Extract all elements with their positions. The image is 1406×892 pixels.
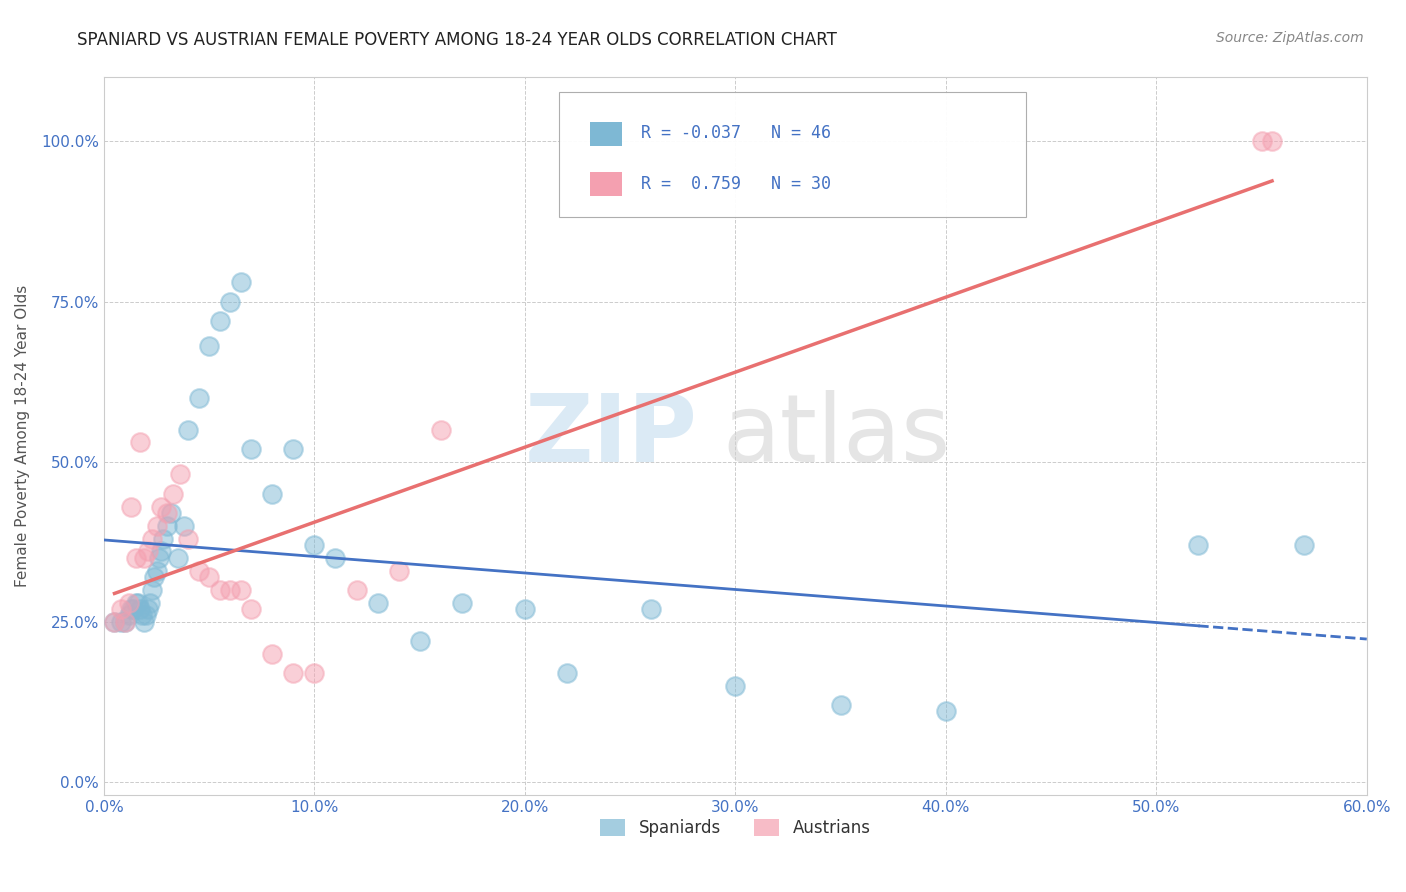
Point <box>118 608 141 623</box>
Point <box>429 423 451 437</box>
Point <box>229 582 252 597</box>
Point <box>219 582 242 597</box>
Point <box>262 486 284 500</box>
Point <box>219 294 242 309</box>
Point <box>148 550 170 565</box>
Point <box>162 486 184 500</box>
Text: ZIP: ZIP <box>524 390 697 482</box>
Point <box>198 570 221 584</box>
Point <box>325 550 347 565</box>
Point <box>1292 538 1315 552</box>
Point <box>103 615 125 629</box>
Point <box>135 608 157 623</box>
Legend: Spaniards, Austrians: Spaniards, Austrians <box>593 813 877 844</box>
Point <box>450 596 472 610</box>
Point <box>110 602 132 616</box>
Point <box>128 602 150 616</box>
Point <box>240 602 263 616</box>
Point <box>283 666 305 681</box>
Point <box>166 550 188 565</box>
Point <box>124 596 146 610</box>
Y-axis label: Female Poverty Among 18-24 Year Olds: Female Poverty Among 18-24 Year Olds <box>15 285 30 587</box>
Point <box>114 615 136 629</box>
Point <box>141 582 163 597</box>
Point <box>173 518 195 533</box>
Point <box>724 679 747 693</box>
Point <box>830 698 852 712</box>
Point <box>408 634 430 648</box>
FancyBboxPatch shape <box>591 172 621 195</box>
Point <box>208 582 231 597</box>
Point <box>136 602 159 616</box>
Point <box>110 615 132 629</box>
Point <box>145 564 167 578</box>
Point <box>229 276 252 290</box>
Point <box>208 314 231 328</box>
Point <box>103 615 125 629</box>
Point <box>120 500 142 514</box>
Point <box>240 442 263 456</box>
Point <box>122 602 145 616</box>
FancyBboxPatch shape <box>591 122 621 145</box>
Point <box>169 467 191 482</box>
Point <box>177 423 200 437</box>
Point <box>640 602 662 616</box>
Point <box>136 544 159 558</box>
Point <box>304 666 326 681</box>
Point <box>1250 135 1272 149</box>
Text: R =  0.759   N = 30: R = 0.759 N = 30 <box>641 175 831 193</box>
Text: SPANIARD VS AUSTRIAN FEMALE POVERTY AMONG 18-24 YEAR OLDS CORRELATION CHART: SPANIARD VS AUSTRIAN FEMALE POVERTY AMON… <box>77 31 837 49</box>
Point <box>152 532 174 546</box>
Text: atlas: atlas <box>723 390 950 482</box>
Text: Source: ZipAtlas.com: Source: ZipAtlas.com <box>1216 31 1364 45</box>
Point <box>388 564 411 578</box>
Point <box>177 532 200 546</box>
Point <box>935 705 957 719</box>
Point <box>132 615 155 629</box>
Point <box>1187 538 1209 552</box>
Point <box>198 339 221 353</box>
Point <box>367 596 389 610</box>
Point <box>346 582 368 597</box>
Point <box>149 500 172 514</box>
Point <box>124 550 146 565</box>
Point <box>283 442 305 456</box>
Point <box>1261 135 1284 149</box>
Point <box>160 506 183 520</box>
Point <box>262 647 284 661</box>
Point <box>187 564 209 578</box>
Point <box>141 532 163 546</box>
Point <box>128 435 150 450</box>
Point <box>114 615 136 629</box>
Point <box>131 608 153 623</box>
Point <box>156 506 179 520</box>
Point <box>143 570 166 584</box>
Point <box>132 550 155 565</box>
Point <box>145 518 167 533</box>
Point <box>156 518 179 533</box>
Point <box>304 538 326 552</box>
Point <box>120 602 142 616</box>
FancyBboxPatch shape <box>558 92 1026 218</box>
Point <box>513 602 536 616</box>
Point <box>187 391 209 405</box>
Text: R = -0.037   N = 46: R = -0.037 N = 46 <box>641 124 831 143</box>
Point <box>149 544 172 558</box>
Point <box>127 596 149 610</box>
Point <box>139 596 162 610</box>
Point <box>555 666 578 681</box>
Point <box>118 596 141 610</box>
